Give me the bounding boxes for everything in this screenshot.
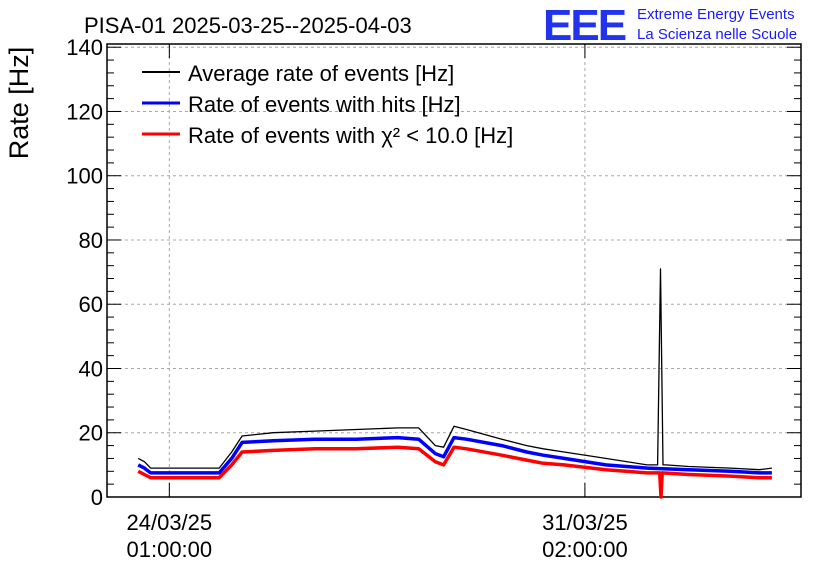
y-tick-label: 120 [66, 99, 103, 124]
eee-logo: EEE Extreme Energy Events La Scienza nel… [543, 1, 797, 50]
x-tick-label-time: 02:00:00 [542, 537, 628, 562]
plot-frame [106, 43, 802, 498]
y-tick-labels: 0 20 40 60 80 100 120 140 [66, 35, 103, 510]
x-tick-label-time: 01:00:00 [127, 537, 213, 562]
series-layer [137, 268, 772, 499]
frame-layer [106, 43, 802, 498]
y-tick-label: 60 [79, 292, 103, 317]
logo-line-1: Extreme Energy Events [637, 6, 795, 23]
chart-title: PISA-01 2025-03-25--2025-04-03 [84, 13, 412, 38]
legend-label-chi2: Rate of events with χ² < 10.0 [Hz] [188, 123, 513, 148]
x-tick-label-date: 31/03/25 [542, 510, 628, 535]
legend-label-hits: Rate of events with hits [Hz] [188, 92, 461, 117]
y-tick-label: 140 [66, 35, 103, 60]
grid-layer [107, 44, 801, 497]
legend: Average rate of events [Hz] Rate of even… [142, 61, 513, 148]
logo-text: EEE [543, 1, 626, 50]
series-line-0 [137, 268, 772, 471]
y-tick-label: 40 [79, 356, 103, 381]
y-tick-label: 100 [66, 164, 103, 189]
logo-line-2: La Scienza nelle Scuole [637, 26, 797, 43]
x-tick-label-date: 24/03/25 [127, 510, 213, 535]
axis-ticks [107, 44, 801, 498]
series-line-1 [137, 435, 772, 475]
y-axis-label: Rate [Hz] [4, 47, 34, 160]
y-tick-label: 20 [79, 421, 103, 446]
legend-label-average: Average rate of events [Hz] [188, 61, 454, 86]
y-tick-label: 0 [91, 485, 103, 510]
y-tick-label: 80 [79, 228, 103, 253]
series-line-2 [137, 445, 772, 499]
